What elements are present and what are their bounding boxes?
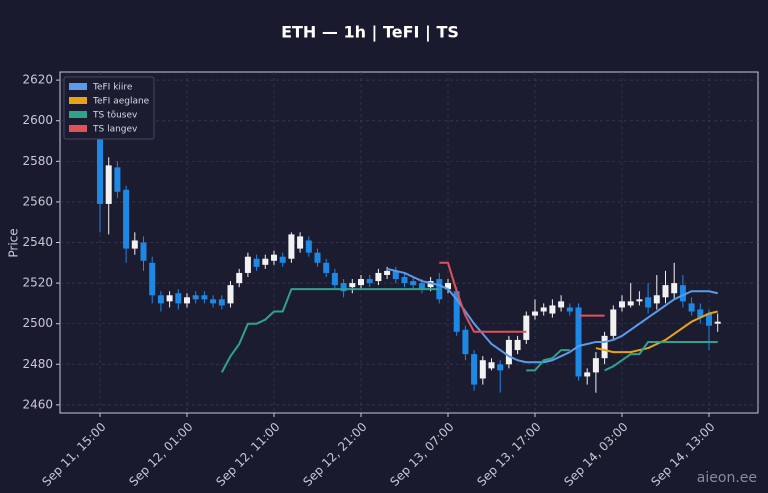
candle-body <box>105 165 112 204</box>
candle-body <box>227 285 234 304</box>
candle-body <box>123 189 130 249</box>
candle-body <box>575 307 582 377</box>
candle-body <box>514 339 521 351</box>
legend-swatch <box>69 111 87 118</box>
candle-body <box>540 307 547 312</box>
line-series <box>220 288 718 373</box>
candle-body <box>358 279 364 286</box>
candle-body <box>645 297 652 308</box>
candle-body <box>488 362 495 369</box>
candle-body <box>662 285 669 298</box>
candle-body <box>131 240 138 249</box>
candle-body <box>714 321 721 324</box>
y-tick-label: 2600 <box>22 113 53 127</box>
candle-body <box>619 301 625 308</box>
candle-body <box>97 124 103 204</box>
candle-body <box>601 335 608 359</box>
candle-body <box>314 252 321 263</box>
legend-label: TS langev <box>92 125 138 135</box>
candle-body <box>140 242 147 261</box>
candle-body <box>305 240 312 253</box>
candle-body <box>505 339 512 365</box>
y-tick-label: 2540 <box>22 235 53 249</box>
candle-body <box>453 291 460 332</box>
y-tick-label: 2500 <box>22 316 53 330</box>
candle-body <box>410 281 417 286</box>
candle-body <box>471 354 478 385</box>
candle-body <box>549 305 556 314</box>
line-series <box>595 310 718 354</box>
legend-swatch <box>69 97 87 104</box>
y-tick-label: 2520 <box>22 276 53 290</box>
y-tick-label: 2620 <box>22 73 53 87</box>
candle-body <box>706 313 712 326</box>
candle-body <box>210 299 217 304</box>
candle-body <box>271 254 277 261</box>
candle-body <box>114 167 121 192</box>
y-tick-label: 2480 <box>22 357 53 371</box>
candle-body <box>375 272 382 282</box>
candle-body <box>566 307 573 312</box>
y-tick-label: 2580 <box>22 154 53 168</box>
candle-body <box>157 295 164 304</box>
candle-body <box>149 262 156 296</box>
y-tick-label: 2560 <box>22 194 53 208</box>
candle-body <box>592 358 599 373</box>
legend-swatch <box>69 125 87 132</box>
candle-body <box>462 329 469 355</box>
legend-swatch <box>69 83 87 90</box>
candle-body <box>697 309 704 318</box>
candle-body <box>262 258 269 265</box>
candle-body <box>636 299 643 302</box>
candle-body <box>253 258 260 267</box>
legend-label: TeFI aeglane <box>92 97 150 107</box>
candle-body <box>418 283 425 290</box>
candle-body <box>688 303 695 312</box>
candle-body <box>401 277 408 284</box>
candle-body <box>610 309 617 336</box>
candle-body <box>166 295 173 302</box>
candle-body <box>201 295 208 300</box>
candle-body <box>244 256 251 273</box>
line-series <box>439 261 605 333</box>
candle-body <box>349 283 356 288</box>
y-axis-label: Price <box>7 228 21 257</box>
line-series <box>386 267 718 364</box>
candle-body <box>532 311 538 316</box>
candle-body <box>279 256 286 263</box>
candle-body <box>175 293 182 304</box>
candle-body <box>288 234 295 259</box>
candle-body <box>236 272 243 284</box>
candle-body <box>297 236 304 249</box>
candle-body <box>584 372 591 377</box>
candle-body <box>331 272 338 286</box>
candle-body <box>392 270 399 280</box>
candle-body <box>184 297 190 304</box>
candle-body <box>558 301 565 308</box>
candle-body <box>323 262 330 273</box>
y-tick-label: 2460 <box>22 397 53 411</box>
candle-body <box>479 360 486 379</box>
candle-body <box>192 295 199 300</box>
candle-body <box>445 283 451 290</box>
candle-body <box>679 285 686 302</box>
candle-body <box>384 270 391 275</box>
candle-body <box>627 301 634 306</box>
candle-body <box>671 283 678 294</box>
legend-label: TS tõusev <box>92 111 138 121</box>
legend-label: TeFI kiire <box>92 83 133 93</box>
candle-body <box>497 364 504 371</box>
candle-body <box>218 299 225 306</box>
chart-title: ETH — 1h | TeFI | TS <box>281 23 459 43</box>
legend-box <box>63 76 155 140</box>
candle-body <box>366 279 373 284</box>
candle-body <box>523 315 530 340</box>
candle-body <box>340 283 347 292</box>
watermark: aieon.ee <box>697 470 757 486</box>
candle-body <box>653 295 660 304</box>
